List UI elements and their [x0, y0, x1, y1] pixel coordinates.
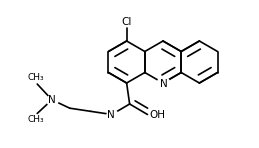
Text: CH₃: CH₃ [28, 73, 45, 82]
Text: CH₃: CH₃ [28, 115, 45, 124]
Text: N: N [48, 95, 56, 105]
Text: Cl: Cl [121, 17, 132, 27]
Text: N: N [107, 110, 115, 119]
Text: N: N [160, 79, 168, 89]
Text: OH: OH [149, 110, 166, 119]
